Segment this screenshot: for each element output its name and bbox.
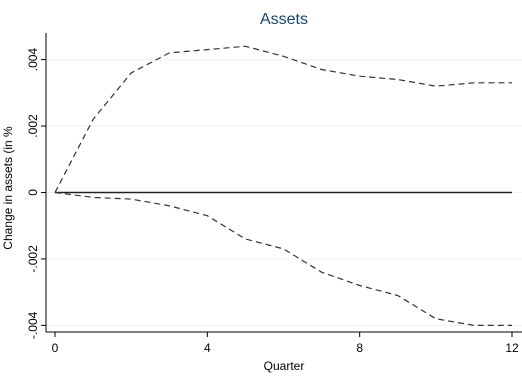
y-tick-label: -.004 xyxy=(26,311,40,339)
x-tick-label: 0 xyxy=(52,341,59,355)
x-tick-label: 12 xyxy=(505,341,519,355)
grid xyxy=(46,33,522,332)
chart-title: Assets xyxy=(260,11,308,28)
x-tick-label: 4 xyxy=(204,341,211,355)
x-tick-label: 8 xyxy=(356,341,363,355)
x-axis-label: Quarter xyxy=(264,359,305,373)
y-tick-label: .002 xyxy=(26,114,40,138)
upper-band-line xyxy=(54,45,512,193)
series-group xyxy=(54,45,512,326)
y-axis-label: Change in assets (in % xyxy=(1,126,15,250)
y-tick-label: 0 xyxy=(26,189,40,196)
plot-background xyxy=(46,33,522,332)
axes: -.004 -.002 0 .002 .004 0 4 8 12 xyxy=(26,33,522,355)
y-tick-label: -.002 xyxy=(26,245,40,273)
y-tick-label: .004 xyxy=(26,48,40,72)
